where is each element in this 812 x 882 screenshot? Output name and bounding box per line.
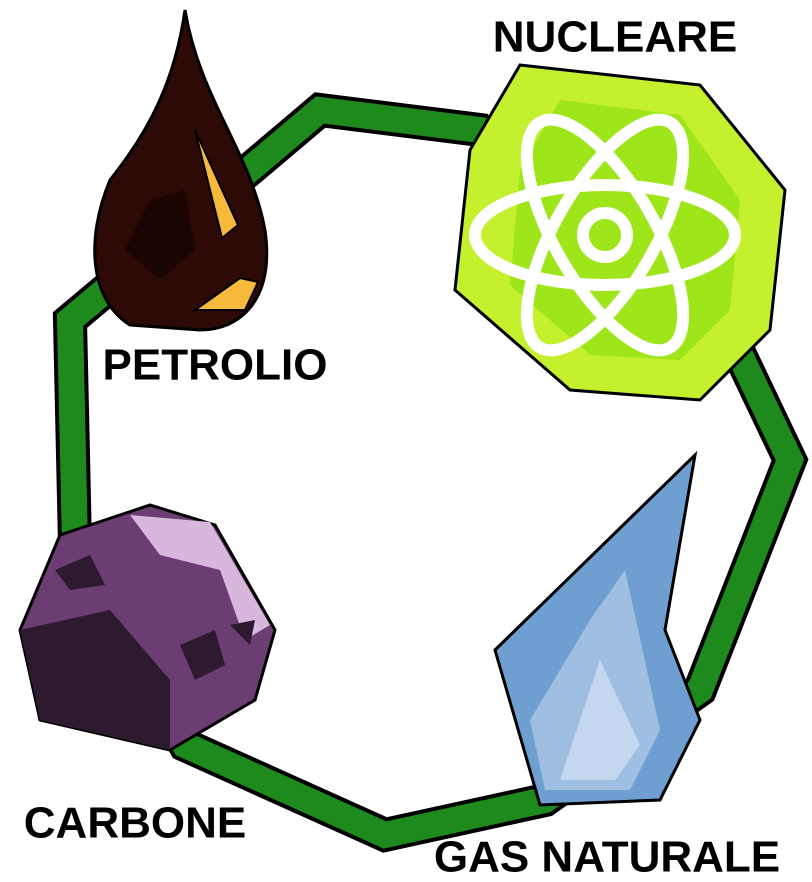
node-label: PETROLIO bbox=[103, 341, 328, 390]
oil-drop-icon bbox=[95, 10, 267, 330]
node-label: CARBONE bbox=[24, 799, 246, 848]
page: NUCLEARE PETROLIO CARBONE GAS NATURALE (… bbox=[0, 0, 812, 882]
diagram: NUCLEARE PETROLIO CARBONE GAS NATURALE bbox=[0, 0, 812, 882]
coal-icon bbox=[20, 505, 275, 750]
node-label: NUCLEARE bbox=[493, 13, 737, 62]
nuclear-icon bbox=[455, 65, 785, 400]
gas-icon bbox=[495, 455, 700, 805]
node-label: GAS NATURALE bbox=[434, 833, 780, 882]
